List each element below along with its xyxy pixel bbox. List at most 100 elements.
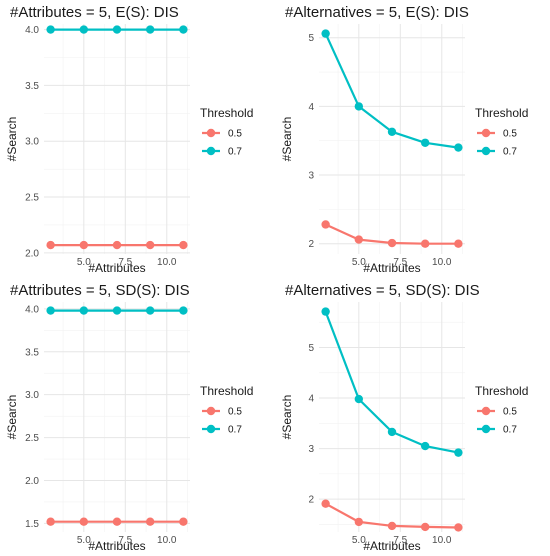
series-0.7: [46, 25, 188, 34]
x-tick-label: 10.0: [157, 257, 177, 268]
chart-panel-top-left: 2.0 2.5 3.0 3.5 4.0 5.0 7.5 10.0 #Attributes = 5…: [0, 0, 275, 278]
data-point: [420, 441, 430, 451]
data-point: [145, 25, 155, 34]
y-axis-title: #Search: [280, 395, 294, 440]
chart-svg: 2 3 4 5 5.0 7.5 10.0 #Alternatives = 5, E(S): D…: [280, 4, 528, 275]
legend-label: 0.7: [228, 425, 242, 436]
x-axis-title: #Attributes: [88, 261, 145, 275]
y-tick-label: 2.5: [25, 433, 39, 444]
legend-key-point: [481, 128, 491, 138]
series-0.7: [46, 306, 188, 315]
chart-panel-bottom-left: 1.5 2.0 2.5 3.0 3.5 4.0 5.0 7.5 10.0 #Attributes …: [0, 278, 275, 556]
legend-label: 0.7: [503, 425, 517, 436]
y-tick-label: 3: [308, 171, 314, 182]
data-point: [454, 523, 463, 532]
data-point: [179, 306, 188, 315]
y-tick-label: 4.0: [25, 25, 39, 36]
data-point: [179, 240, 188, 250]
x-tick-label: 10.0: [432, 535, 452, 546]
x-tick-label: 7.5: [393, 257, 407, 268]
data-point: [145, 306, 155, 315]
chart-title: #Attributes = 5, E(S): DIS: [10, 4, 179, 21]
data-point: [387, 521, 397, 531]
x-axis-title: #Attributes: [363, 261, 420, 275]
legend: Threshold 0.5 0.7: [475, 384, 528, 436]
y-tick-label: 3.0: [25, 137, 39, 148]
data-point: [79, 306, 89, 315]
y-tick-label: 4.0: [25, 304, 39, 315]
y-tick-label: 2: [308, 239, 314, 250]
y-tick-label: 5: [308, 33, 314, 44]
data-point: [79, 25, 89, 34]
legend: Threshold 0.5 0.7: [200, 384, 253, 436]
data-point: [46, 306, 55, 315]
data-point: [79, 517, 89, 526]
y-axis-title: #Search: [280, 117, 294, 162]
minor-gridlines: [319, 24, 465, 254]
chart-title: #Attributes = 5, SD(S): DIS: [10, 282, 190, 299]
y-tick-label: 3: [308, 444, 314, 455]
y-tick-label: 4: [308, 102, 314, 113]
data-point: [321, 220, 330, 229]
data-point: [454, 143, 463, 152]
major-gridlines: [319, 302, 465, 532]
series-0.5: [46, 240, 188, 250]
legend-key-point: [206, 424, 216, 434]
x-tick-label: 10.0: [157, 535, 177, 546]
y-axis-title: #Search: [5, 117, 19, 162]
chart-svg: 1.5 2.0 2.5 3.0 3.5 4.0 5.0 7.5 10.0 #Attributes …: [5, 282, 253, 553]
major-gridlines: [44, 24, 190, 254]
chart-svg: 2 3 4 5 5.0 7.5 10.0 #Alternatives = 5, SD(S): …: [280, 282, 528, 553]
data-point: [179, 25, 188, 34]
data-point: [46, 517, 55, 526]
minor-gridlines: [44, 302, 190, 532]
legend-title: Threshold: [475, 106, 528, 120]
data-point: [387, 427, 397, 437]
x-axis-title: #Attributes: [88, 539, 145, 553]
x-axis-title: #Attributes: [363, 539, 420, 553]
legend-title: Threshold: [200, 384, 253, 398]
y-tick-label: 5: [308, 343, 314, 354]
legend-key-point: [206, 406, 216, 416]
minor-gridlines: [44, 24, 190, 254]
x-tick-label: 5.0: [352, 257, 366, 268]
legend-label: 0.7: [228, 147, 242, 158]
data-point: [79, 240, 89, 250]
legend-label: 0.5: [503, 407, 517, 418]
chart-title: #Alternatives = 5, SD(S): DIS: [285, 282, 480, 299]
data-point: [112, 306, 122, 315]
data-point: [420, 138, 430, 147]
x-tick-label: 7.5: [118, 257, 132, 268]
x-tick-label: 10.0: [432, 257, 452, 268]
x-tick-label: 7.5: [118, 535, 132, 546]
legend: Threshold 0.5 0.7: [200, 106, 253, 158]
y-tick-label: 1.5: [25, 519, 39, 530]
chart-panel-top-right: 2 3 4 5 5.0 7.5 10.0 #Alternatives = 5, E(S): D…: [275, 0, 550, 278]
y-axis-title: #Search: [5, 395, 19, 440]
data-point: [112, 240, 122, 250]
y-tick-label: 3.5: [25, 347, 39, 358]
data-point: [112, 25, 122, 34]
data-point: [420, 522, 430, 532]
series-0.7: [321, 29, 463, 152]
data-point: [454, 448, 463, 457]
y-tick-label: 2: [308, 495, 314, 506]
series-0.5: [321, 499, 463, 532]
data-point: [112, 517, 122, 526]
data-point: [145, 517, 155, 526]
legend-title: Threshold: [200, 106, 253, 120]
major-gridlines: [319, 24, 465, 254]
y-tick-label: 3.0: [25, 390, 39, 401]
data-point: [321, 29, 330, 38]
data-point: [321, 307, 330, 316]
legend-label: 0.5: [503, 129, 517, 140]
x-tick-label: 5.0: [77, 257, 91, 268]
data-point: [387, 238, 397, 248]
legend-key-point: [481, 146, 491, 156]
data-point: [46, 25, 55, 34]
data-point: [145, 240, 155, 250]
major-gridlines: [44, 302, 190, 532]
legend-label: 0.5: [228, 407, 242, 418]
data-point: [420, 239, 430, 248]
data-point: [454, 239, 463, 248]
